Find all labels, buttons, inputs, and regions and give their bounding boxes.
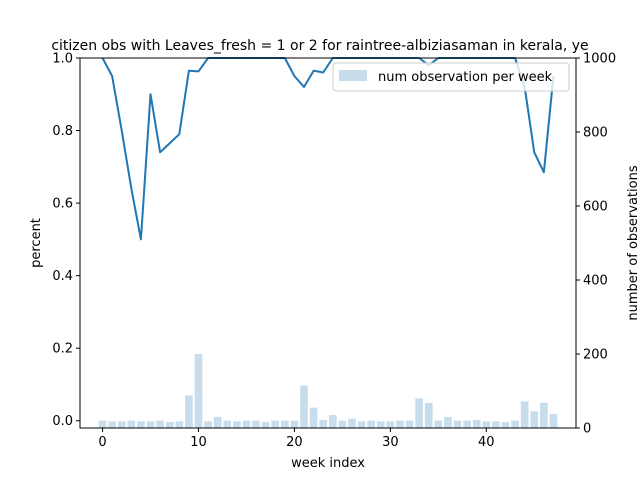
bar [463,420,471,428]
bar [386,421,395,428]
y-axis-right-ticks: 0 200 400 600 800 1000 [576,52,616,437]
bar [405,420,414,428]
legend-swatch [339,70,367,81]
y-left-tick-label: 0.2 [52,342,73,357]
bar [319,419,328,428]
bar [300,385,308,428]
bar [204,421,212,428]
bar [137,421,145,428]
x-tick-label: 30 [382,435,399,450]
y-right-tick-label: 200 [583,348,608,363]
bar [328,415,337,428]
y-right-tick-label: 1000 [583,52,616,67]
bar [146,421,155,428]
y-axis-left-ticks: 0.0 0.2 0.4 0.6 0.8 1.0 [52,52,80,429]
bar-series [98,354,558,428]
bar [117,421,126,428]
bar [156,420,164,428]
bar [233,421,241,428]
bar [185,395,193,428]
x-axis-ticks: 0 10 20 30 40 [98,428,495,450]
bar [453,420,462,428]
bar [357,421,366,428]
y-left-tick-label: 0.0 [52,414,73,429]
bar [540,402,548,428]
y-right-tick-label: 400 [583,274,608,289]
bar [376,421,385,428]
x-axis-label: week index [291,456,365,471]
y-left-tick-label: 1.0 [52,52,73,67]
bar [261,422,270,428]
bar [472,419,481,428]
y-right-tick-label: 800 [583,126,608,141]
x-tick-label: 40 [478,435,495,450]
bar [434,420,443,428]
bar [348,418,356,428]
y-right-tick-label: 600 [583,200,608,215]
legend: num observation per week [332,62,570,92]
bar [98,420,107,428]
bar [127,420,136,428]
bar [415,398,423,428]
x-tick-label: 20 [286,435,303,450]
bar [280,420,289,428]
bar [165,422,174,428]
legend-label: num observation per week [378,70,553,85]
bar [290,420,299,428]
y-left-tick-label: 0.8 [52,124,73,139]
bar [511,420,519,428]
bar [520,401,529,428]
bar [175,421,184,428]
bar [252,420,260,428]
bar [309,407,318,428]
bar [338,420,347,428]
y-right-tick-label: 0 [583,422,591,437]
bar [482,421,491,428]
bar [108,421,116,428]
bar [549,413,558,428]
bar [194,354,203,428]
y-axis-right-label: number of observations [626,165,640,320]
bar [223,420,232,428]
y-left-tick-label: 0.6 [52,197,73,212]
bar [530,411,539,428]
bar [444,416,452,428]
bar [367,420,376,428]
bar [396,420,404,428]
legend-box [332,62,570,92]
chart-title: citizen obs with Leaves_fresh = 1 or 2 f… [51,38,588,54]
bar [271,420,280,428]
bar [424,402,433,428]
bar [492,421,500,428]
y-axis-left-label: percent [29,218,44,268]
plot-frame [79,57,577,429]
bar [213,416,222,428]
bar [501,422,510,428]
x-tick-label: 10 [190,435,207,450]
x-tick-label: 0 [98,435,106,450]
y-left-tick-label: 0.4 [52,269,73,284]
bar [242,420,251,428]
